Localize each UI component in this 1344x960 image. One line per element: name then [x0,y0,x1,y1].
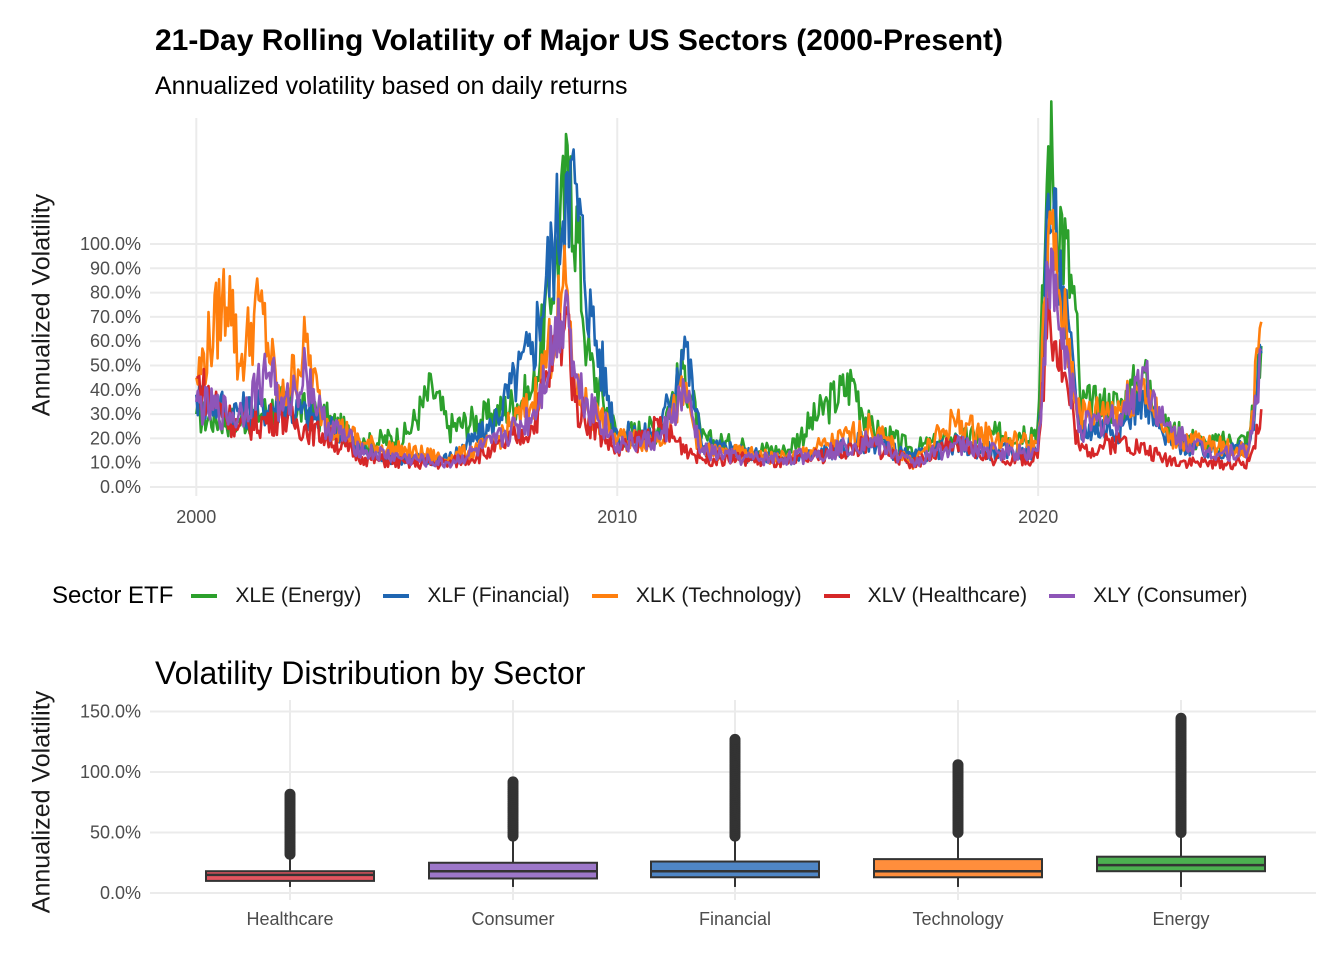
boxplot-x-tick-label: Technology [912,909,1003,929]
legend-swatch [591,594,618,598]
line-chart-x-tick-label: 2010 [597,507,637,527]
line-chart-y-tick-label: 100.0% [80,234,141,254]
legend-label: XLK (Technology) [635,584,802,607]
boxplot-x-tick-label: Energy [1152,909,1209,929]
line-chart-y-tick-label: 30.0% [90,404,141,424]
boxplot-y-tick-label: 100.0% [80,762,141,782]
line-chart-x-tick-label: 2000 [176,507,216,527]
line-chart-y-tick-label: 20.0% [90,428,141,448]
boxplot-x-tick-label: Financial [699,909,771,929]
boxplot-y-axis-label: Annualized Volatility [27,690,56,914]
legend-label: XLF (Financial) [427,584,570,607]
boxplot-x-tick-label: Consumer [471,909,554,929]
line-chart-y-tick-label: 40.0% [90,380,141,400]
legend-item: XLF (Financial) [383,584,570,608]
boxplot-y-tick-label: 150.0% [80,702,141,722]
line-chart-y-tick-label: 50.0% [90,356,141,376]
boxplot-outlier-technology [952,759,964,771]
line-chart-y-tick-label: 0.0% [100,477,141,497]
boxplot-title: Volatility Distribution by Sector [155,655,586,691]
legend-item: XLV (Healthcare) [823,584,1028,608]
series-line-xly [195,247,1263,469]
boxplot-outlier-energy [1175,712,1187,724]
legend: Sector ETF XLE (Energy) XLF (Financial) XL… [52,580,1270,612]
boxplot-y-tick-label: 50.0% [90,823,141,843]
legend-item: XLY (Consumer) [1049,584,1248,608]
line-chart-y-tick-label: 70.0% [90,307,141,327]
legend-swatch [1049,594,1076,598]
chart-subtitle: Annualized volatility based on daily ret… [155,72,628,100]
boxplot-outlier-healthcare [284,788,296,800]
line-chart-x-tick-label: 2020 [1018,507,1058,527]
legend-label: XLY (Consumer) [1093,584,1248,607]
chart-title: 21-Day Rolling Volatility of Major US Se… [155,24,1003,57]
legend-title: Sector ETF [52,582,174,609]
legend-swatch [383,594,410,598]
series-line-xlf [195,148,1263,467]
legend-swatch [191,594,218,598]
boxplot-box-financial [650,860,820,879]
line-chart-y-tick-label: 80.0% [90,283,141,303]
boxplot-x-tick-label: Healthcare [246,909,333,929]
boxplot-y-tick-label: 0.0% [100,883,141,903]
legend-swatch [823,594,850,598]
line-chart-y-tick-label: 60.0% [90,331,141,351]
line-chart-y-tick-label: 10.0% [90,453,141,473]
legend-label: XLV (Healthcare) [867,584,1028,607]
legend-label: XLE (Energy) [235,584,362,607]
boxplot-outlier-financial [729,733,741,745]
legend-item: XLK (Technology) [591,584,802,608]
boxplot-outlier-consumer [507,776,519,788]
line-chart-y-tick-label: 90.0% [90,258,141,278]
legend-item: XLE (Energy) [191,584,361,608]
boxplot-box-technology [873,858,1043,879]
